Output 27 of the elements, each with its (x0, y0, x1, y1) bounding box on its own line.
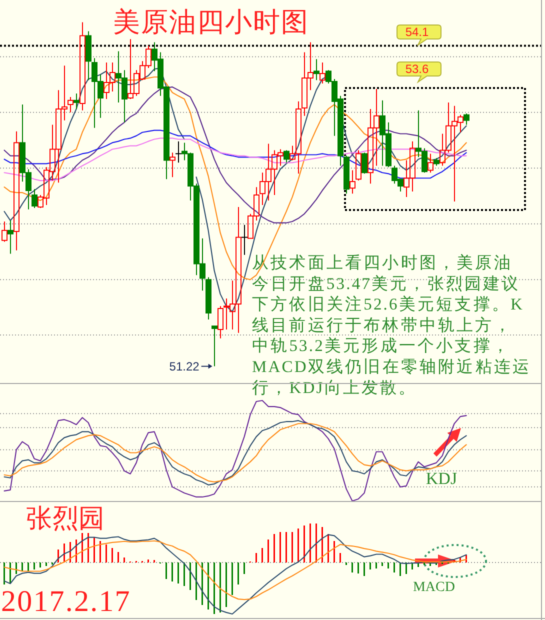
candlestick (8, 220, 14, 254)
candlestick (218, 306, 224, 339)
candlestick (14, 130, 20, 251)
annotation: 53.6 (405, 62, 429, 76)
candlestick (80, 22, 86, 111)
annotation: 张烈园 (26, 504, 105, 533)
candlestick (170, 152, 176, 178)
annotation: 54.1 (405, 25, 429, 39)
candlestick (350, 170, 356, 194)
chart-title: 美原油四小时图 (113, 7, 309, 37)
candlestick (284, 150, 290, 164)
candlestick (314, 58, 320, 81)
candlestick (175, 140, 182, 164)
candlestick (241, 224, 248, 256)
candlestick (32, 188, 38, 209)
candlestick (320, 62, 326, 84)
candlestick (2, 220, 8, 242)
candlestick (428, 153, 434, 174)
annotation: 51.22 (169, 359, 200, 374)
candlestick (362, 152, 368, 174)
candlestick (464, 112, 470, 126)
candlestick (68, 96, 74, 113)
annotation: 2017.2.17 (1, 585, 131, 618)
candlestick (74, 93, 80, 110)
text: MACD (412, 580, 456, 595)
text: KDJ (426, 469, 458, 488)
candlestick (212, 326, 218, 367)
